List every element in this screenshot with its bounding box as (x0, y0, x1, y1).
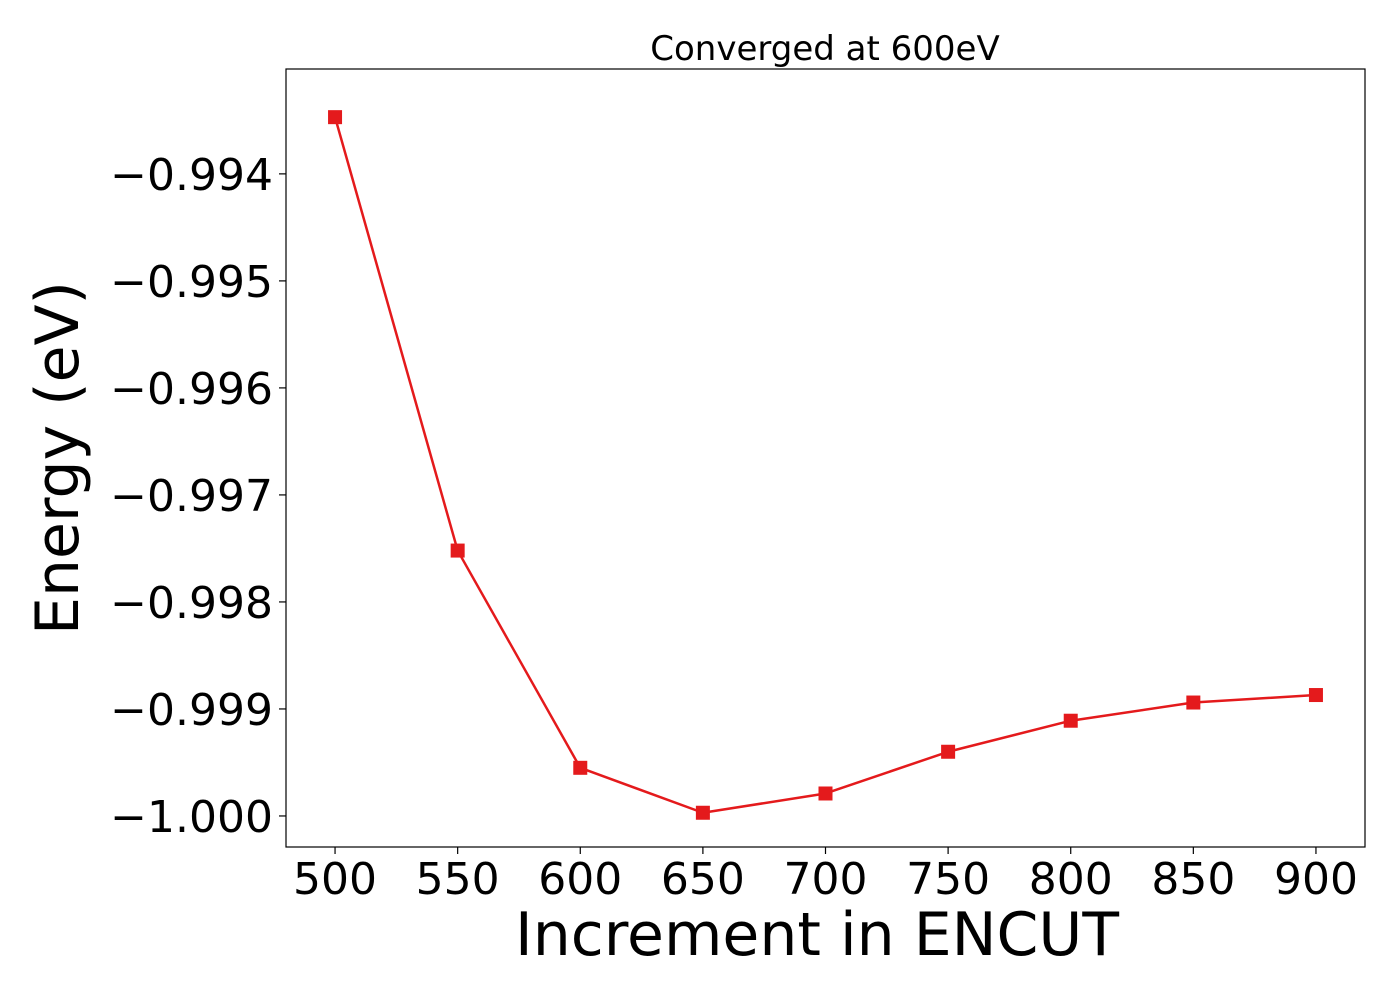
series-layer (328, 110, 1323, 820)
series-line (333, 116, 1317, 815)
x-tick-label: 750 (906, 854, 990, 905)
x-tick-label: 850 (1151, 854, 1235, 905)
y-tick-label: −0.997 (110, 471, 273, 522)
x-tick-label: 650 (661, 854, 745, 905)
x-axis-ticks: 500 550 600 650 700 750 800 850 900 (293, 847, 1358, 905)
data-point-marker (573, 760, 588, 775)
plot-area: 500 550 600 650 700 750 800 850 900 −0.994 −0.995… (110, 68, 1366, 905)
x-tick-label: 550 (416, 854, 500, 905)
x-tick-label: 800 (1029, 854, 1113, 905)
data-point-marker (818, 786, 833, 801)
x-tick-label: 700 (784, 854, 868, 905)
y-axis-title: Energy (eV) (23, 281, 93, 635)
y-tick-label: −0.998 (110, 578, 273, 629)
data-point-marker (1308, 688, 1323, 703)
y-tick-label: −0.999 (110, 685, 273, 736)
data-point-marker (1063, 713, 1078, 728)
y-tick-label: −0.995 (110, 257, 273, 308)
x-axis-title: Increment in ENCUT (515, 900, 1119, 970)
x-tick-label: 600 (538, 854, 622, 905)
data-point-marker (941, 744, 956, 759)
x-tick-label: 900 (1274, 854, 1358, 905)
chart-title: Converged at 600eV (650, 29, 999, 69)
x-tick-label: 500 (293, 854, 377, 905)
data-point-marker (328, 110, 343, 125)
data-point-marker (1186, 695, 1201, 710)
plot-frame (285, 68, 1366, 848)
y-axis-ticks: −0.994 −0.995 −0.996 −0.997 −0.998 −0.999 −1.0… (110, 150, 286, 843)
y-tick-label: −1.000 (110, 792, 273, 843)
data-point-marker (450, 543, 465, 558)
y-tick-label: −0.996 (110, 364, 273, 415)
data-point-marker (695, 805, 710, 820)
y-tick-label: −0.994 (110, 150, 273, 201)
